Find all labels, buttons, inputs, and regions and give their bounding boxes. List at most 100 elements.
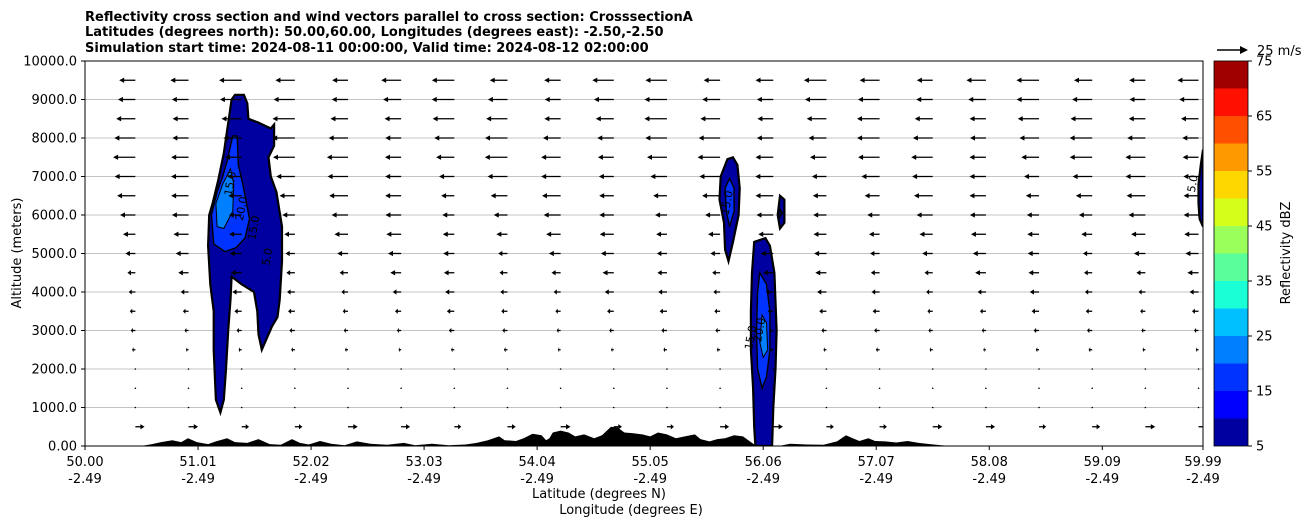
- colorbar-tick-label: 75: [1256, 55, 1273, 70]
- wind-vector: [599, 231, 614, 237]
- wind-vector: [227, 173, 242, 180]
- wind-vector: [385, 173, 402, 180]
- wind-vector: [645, 77, 667, 83]
- wind-vector: [240, 368, 243, 370]
- wind-vector: [1016, 77, 1040, 83]
- wind-vector: [1028, 270, 1040, 276]
- wind-vector: [232, 289, 242, 295]
- wind-vector: [697, 154, 721, 160]
- colorbar-swatch: [1214, 253, 1248, 281]
- wind-vector: [294, 387, 296, 390]
- wind-vector: [385, 193, 402, 199]
- wind-vector: [328, 135, 348, 141]
- wind-vector: [219, 96, 242, 103]
- wind-vector: [878, 368, 881, 370]
- wind-vector: [275, 77, 295, 83]
- wind-vector: [117, 96, 136, 103]
- wind-vector: [809, 154, 827, 160]
- wind-vector: [347, 406, 349, 409]
- wind-vector: [327, 173, 348, 180]
- wind-vector: [288, 308, 295, 314]
- wind-vector: [710, 250, 721, 257]
- wind-vector: [559, 387, 562, 390]
- wind-vector: [861, 173, 880, 180]
- wind-vector: [595, 116, 614, 122]
- wind-vector: [607, 308, 614, 314]
- contour-label: 15.0: [245, 215, 262, 241]
- wind-vector: [287, 289, 295, 295]
- colorbar-tick-label: 35: [1256, 275, 1273, 290]
- wind-vector: [384, 116, 402, 122]
- wind-vector: [442, 231, 455, 237]
- wind-vector: [985, 424, 996, 430]
- wind-vector: [644, 96, 667, 103]
- wind-vector: [1091, 406, 1094, 409]
- wind-vector: [1038, 387, 1040, 390]
- wind-vector: [400, 387, 402, 390]
- x-tick-label-lat: 57.07: [858, 455, 895, 470]
- wind-vector: [985, 368, 987, 370]
- y-tick-label: 6000.0: [32, 209, 78, 224]
- colorbar-label: Reflectivity dBZ: [1279, 202, 1294, 305]
- wind-vector: [813, 231, 827, 237]
- wind-vector: [1126, 193, 1146, 199]
- wind-vector: [546, 231, 561, 237]
- wind-vector: [1179, 96, 1199, 103]
- wind-vector: [276, 173, 295, 180]
- wind-vector: [1038, 368, 1040, 370]
- wind-vector: [858, 154, 880, 160]
- cell-e: [1197, 149, 1203, 228]
- wind-vector: [500, 289, 508, 295]
- wind-vector: [347, 387, 349, 390]
- wind-vector: [542, 135, 561, 141]
- wind-vector: [604, 289, 614, 295]
- y-tick-label: 1000.0: [32, 401, 78, 416]
- wind-vector: [432, 116, 455, 122]
- wind-vector: [450, 347, 455, 353]
- wind-vector: [859, 77, 880, 83]
- wind-vector: [170, 77, 189, 83]
- wind-vector: [870, 270, 880, 276]
- wind-vector: [273, 96, 295, 103]
- wind-vector: [770, 347, 774, 353]
- wind-vector: [187, 387, 190, 390]
- wind-vector: [279, 193, 295, 199]
- wind-vector: [1141, 327, 1146, 334]
- wind-vector: [817, 289, 827, 295]
- wind-vector: [756, 96, 774, 103]
- wind-vector: [811, 173, 827, 180]
- title-line-2: Latitudes (degrees north): 50.00,60.00, …: [85, 25, 664, 40]
- wind-vector: [767, 308, 774, 314]
- wind-vector: [400, 406, 402, 409]
- wind-vector: [598, 173, 614, 180]
- wind-vector: [1039, 424, 1047, 430]
- x-tick-label-lon: -2.49: [1186, 472, 1220, 487]
- wind-vector: [823, 347, 827, 353]
- wind-vector: [385, 212, 402, 218]
- wind-vector: [392, 289, 402, 295]
- wind-vector: [185, 347, 189, 353]
- wind-vector: [453, 387, 456, 390]
- wind-vector: [122, 231, 136, 237]
- colorbar-swatch: [1214, 391, 1248, 419]
- wind-vector: [557, 347, 561, 353]
- wind-vector: [489, 77, 508, 83]
- wind-vector: [347, 368, 349, 370]
- wind-vector: [772, 368, 775, 370]
- wind-vector: [803, 77, 827, 83]
- wind-vector: [1084, 270, 1093, 276]
- x-tick-label-lat: 52.02: [292, 455, 329, 470]
- wind-vector: [113, 154, 136, 160]
- wind-vector: [772, 387, 775, 390]
- wind-vector: [228, 193, 242, 199]
- wind-vector: [272, 135, 295, 141]
- wind-vector: [912, 173, 933, 180]
- wind-vector: [454, 424, 462, 430]
- wind-vector: [647, 154, 667, 160]
- colorbar-swatch: [1214, 61, 1248, 89]
- wind-vector: [698, 135, 721, 141]
- wind-vector: [1021, 154, 1040, 160]
- wind-vector: [708, 231, 721, 237]
- wind-vector: [551, 270, 561, 276]
- colorbar-swatch: [1214, 116, 1248, 144]
